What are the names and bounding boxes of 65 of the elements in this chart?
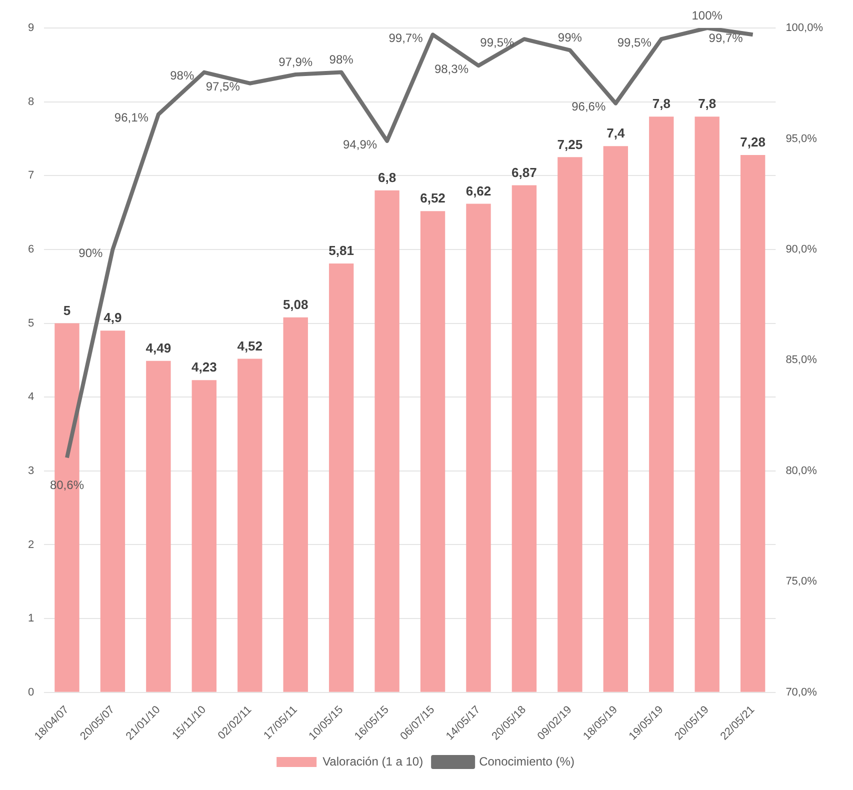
data-label: 5,08 (282, 296, 308, 312)
bar (740, 154, 766, 692)
data-label: 98,3% (434, 62, 469, 76)
data-label: 99,5% (480, 35, 515, 50)
y2-tick-label: 100,0% (786, 22, 824, 34)
data-label: 96,6% (572, 100, 606, 114)
data-label: 7,8 (652, 96, 670, 112)
data-label: 94,9% (343, 137, 378, 152)
bar (374, 190, 400, 692)
y2-tick-label: 85,0% (786, 354, 818, 366)
data-label: 99,5% (617, 35, 652, 50)
data-label: 7,25 (557, 136, 583, 152)
data-label: 6,87 (512, 164, 537, 180)
data-label: 4,52 (237, 338, 263, 354)
y-tick-label: 3 (28, 464, 34, 477)
data-label: 7,28 (740, 134, 766, 150)
data-label: 4,49 (146, 340, 172, 356)
bar (192, 380, 216, 692)
bar (146, 360, 171, 692)
data-label: 99,7% (388, 30, 424, 45)
bar (328, 263, 354, 692)
data-label: 4,9 (104, 310, 122, 326)
y-tick-label: 1 (28, 612, 34, 625)
bar (558, 157, 582, 692)
data-label: 98% (170, 68, 194, 83)
y-tick-label: 9 (28, 22, 34, 34)
data-label: 4,23 (191, 360, 217, 375)
data-label: 6,52 (420, 190, 446, 206)
data-label: 100% (692, 8, 723, 22)
bar (466, 204, 491, 692)
y-tick-label: 2 (28, 538, 34, 551)
bar (694, 116, 720, 692)
bar (100, 330, 126, 692)
bar (603, 146, 628, 692)
data-label: 7,8 (698, 96, 716, 112)
y2-tick-label: 75,0% (786, 576, 818, 588)
y-tick-label: 6 (28, 243, 34, 256)
data-label: 99% (558, 30, 582, 44)
data-label: 7,4 (606, 126, 626, 141)
y-tick-label: 0 (28, 686, 34, 698)
data-label: 97,9% (278, 54, 313, 69)
y-tick-label: 5 (28, 317, 34, 330)
legend-label: Valoración (1 a 10) (322, 754, 424, 768)
y-tick-label: 4 (28, 391, 34, 404)
y2-tick-label: 80,0% (786, 464, 818, 477)
bar (283, 317, 308, 692)
y2-tick-label: 95,0% (786, 132, 818, 145)
y-tick-label: 8 (28, 96, 34, 108)
y2-tick-label: 70,0% (786, 686, 818, 698)
y-tick-label: 7 (28, 170, 34, 182)
data-label: 96,1% (114, 110, 149, 125)
data-label: 99,7% (708, 30, 744, 45)
data-label: 6,8 (378, 170, 396, 185)
bar (512, 185, 537, 692)
bar (238, 358, 262, 692)
bar (649, 116, 674, 692)
data-label: 5 (63, 302, 71, 318)
data-label: 6,62 (466, 183, 492, 198)
data-label: 5,81 (328, 243, 354, 258)
bar (420, 211, 446, 692)
data-label: 97,5% (206, 80, 240, 94)
data-label: 90% (78, 246, 104, 260)
data-label: 98% (329, 52, 354, 67)
legend-label: Conocimiento (%) (479, 754, 574, 768)
y2-tick-label: 90,0% (786, 243, 818, 256)
